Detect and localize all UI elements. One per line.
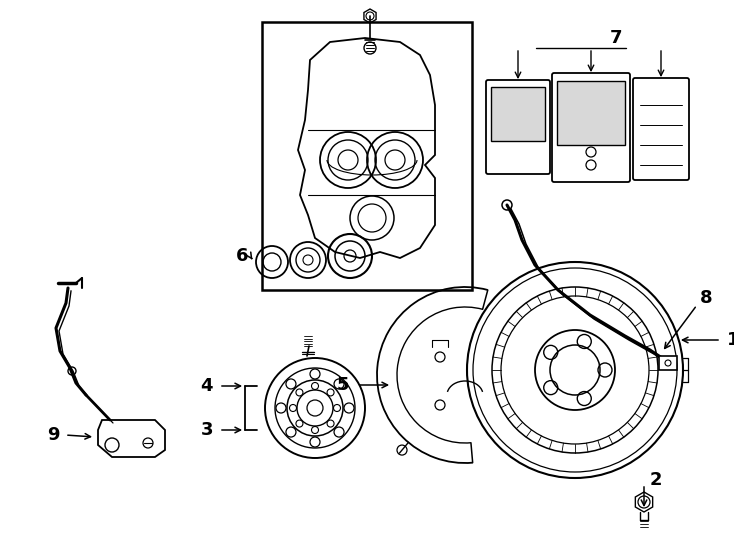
Text: 8: 8 [700,289,713,307]
Bar [659,356,677,370]
Text: 7: 7 [610,29,622,47]
FancyBboxPatch shape [633,78,689,180]
Text: 2: 2 [650,471,663,489]
Text: 3: 3 [200,421,213,439]
Text: 5: 5 [336,376,349,394]
Bar [262,22,472,290]
Text: 4: 4 [200,377,213,395]
Text: 1: 1 [727,331,734,349]
FancyBboxPatch shape [491,87,545,141]
Text: 9: 9 [48,426,60,444]
FancyBboxPatch shape [486,80,550,174]
FancyBboxPatch shape [552,73,630,182]
FancyBboxPatch shape [557,81,625,145]
Text: 6: 6 [236,247,248,265]
